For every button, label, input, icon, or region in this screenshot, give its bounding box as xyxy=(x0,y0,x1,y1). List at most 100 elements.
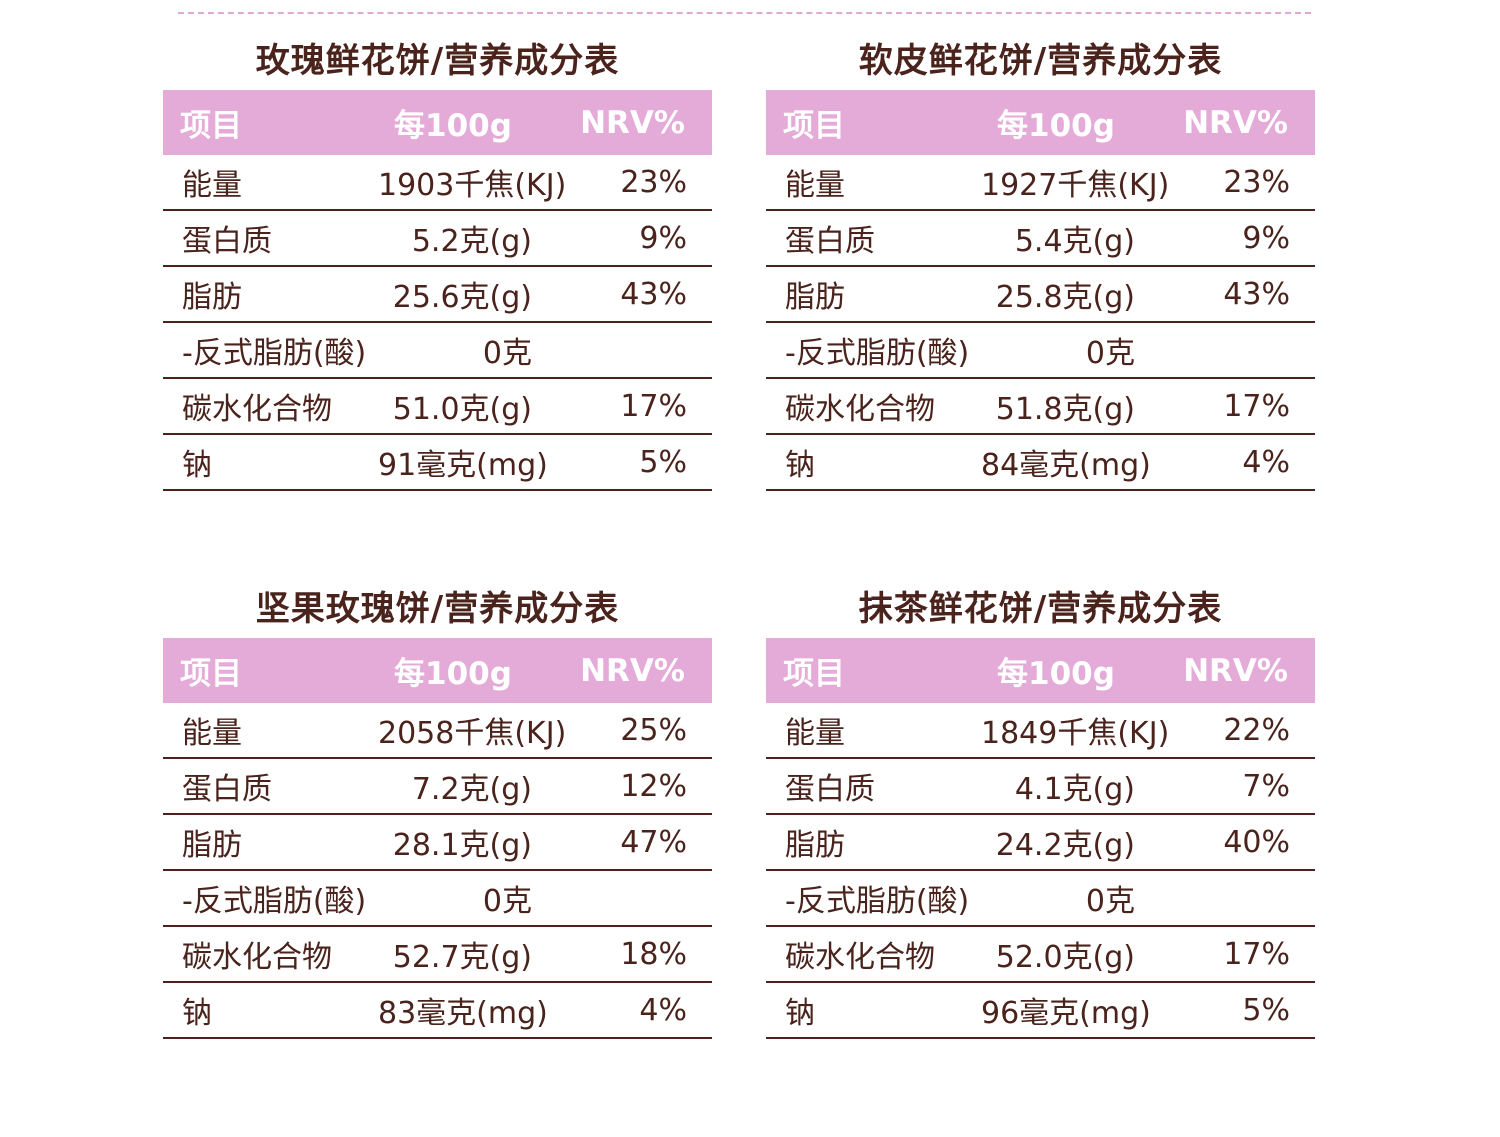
nutrient-value: 52.7克(g) xyxy=(392,940,532,975)
nutrient-value: 4.1克(g) xyxy=(1014,772,1135,807)
nutrient-nrv: 12% xyxy=(620,768,687,804)
nutrient-value: 2058千焦(KJ) xyxy=(378,716,567,751)
nutrient-nrv: 4% xyxy=(639,992,687,1028)
nutrient-value: 0克 xyxy=(482,336,532,371)
column-header-per100g: 每100g xyxy=(394,108,512,144)
column-header-per100g: 每100g xyxy=(997,656,1115,692)
table-row: 碳水化合物 51.0克(g) 17% xyxy=(163,379,712,435)
table-row: 钠 83毫克(mg) 4% xyxy=(163,983,712,1039)
table-row: 碳水化合物 51.8克(g) 17% xyxy=(766,379,1315,435)
nutrient-value: 91毫克(mg) xyxy=(378,448,548,483)
column-header-item: 项目 xyxy=(180,108,242,144)
nutrient-nrv: 9% xyxy=(639,220,687,256)
nutrient-value: 51.0克(g) xyxy=(392,392,532,427)
column-header-per100g: 每100g xyxy=(997,108,1115,144)
table-row: 能量 1849千焦(KJ) 22% xyxy=(766,703,1315,759)
nutrient-nrv: 25% xyxy=(620,712,687,748)
table-row: 蛋白质 5.2克(g) 9% xyxy=(163,211,712,267)
nutrient-name: 碳水化合物 xyxy=(182,940,332,975)
nutrient-value: 28.1克(g) xyxy=(392,828,532,863)
nutrient-nrv: 17% xyxy=(620,388,687,424)
nutrient-name: 能量 xyxy=(785,168,845,203)
table-row: 钠 91毫克(mg) 5% xyxy=(163,435,712,491)
nutrient-value: 0克 xyxy=(1085,336,1135,371)
column-header-per100g: 每100g xyxy=(394,656,512,692)
column-header-item: 项目 xyxy=(180,656,242,692)
nutrient-name: 蛋白质 xyxy=(785,772,875,807)
table-row: 脂肪 28.1克(g) 47% xyxy=(163,815,712,871)
table-header: 项目 每100g NRV% xyxy=(163,638,712,703)
table-row: 脂肪 25.6克(g) 43% xyxy=(163,267,712,323)
table-header: 项目 每100g NRV% xyxy=(766,638,1315,703)
nutrient-nrv: 5% xyxy=(1242,992,1290,1028)
nutrient-nrv: 43% xyxy=(1223,276,1290,312)
nutrient-name: 能量 xyxy=(182,716,242,751)
table-row: 脂肪 24.2克(g) 40% xyxy=(766,815,1315,871)
nutrient-name: 碳水化合物 xyxy=(785,392,935,427)
column-header-nrv: NRV% xyxy=(580,104,685,141)
nutrient-name: 钠 xyxy=(785,448,815,483)
table-title: 玫瑰鲜花饼/营养成分表 xyxy=(255,41,620,81)
nutrient-value: 25.8克(g) xyxy=(995,280,1135,315)
table-row: 蛋白质 7.2克(g) 12% xyxy=(163,759,712,815)
nutrient-name: -反式脂肪(酸) xyxy=(182,884,367,919)
nutrient-name: 蛋白质 xyxy=(785,224,875,259)
nutrient-value: 84毫克(mg) xyxy=(981,448,1151,483)
table-row: 能量 1903千焦(KJ) 23% xyxy=(163,155,712,211)
dashed-divider xyxy=(178,12,1311,14)
nutrient-value: 1927千焦(KJ) xyxy=(981,168,1170,203)
nutrient-value: 5.2克(g) xyxy=(411,224,532,259)
table-row: 能量 1927千焦(KJ) 23% xyxy=(766,155,1315,211)
table-header: 项目 每100g NRV% xyxy=(766,90,1315,155)
table-body: 能量 1849千焦(KJ) 22% 蛋白质 4.1克(g) 7% 脂肪 24.2… xyxy=(766,703,1315,1039)
nutrition-table-3: 坚果玫瑰饼/营养成分表 项目 每100g NRV% 能量 2058千焦(KJ) … xyxy=(163,580,712,1039)
nutrient-name: 蛋白质 xyxy=(182,224,272,259)
table-title: 抹茶鲜花饼/营养成分表 xyxy=(858,589,1223,629)
nutrient-nrv: 17% xyxy=(1223,936,1290,972)
table-row: 钠 84毫克(mg) 4% xyxy=(766,435,1315,491)
column-header-item: 项目 xyxy=(783,656,845,692)
table-title: 坚果玫瑰饼/营养成分表 xyxy=(255,589,620,629)
table-row: 碳水化合物 52.7克(g) 18% xyxy=(163,927,712,983)
nutrient-name: 钠 xyxy=(182,996,212,1031)
table-body: 能量 2058千焦(KJ) 25% 蛋白质 7.2克(g) 12% 脂肪 28.… xyxy=(163,703,712,1039)
nutrient-value: 1849千焦(KJ) xyxy=(981,716,1170,751)
nutrient-nrv: 17% xyxy=(1223,388,1290,424)
nutrient-value: 7.2克(g) xyxy=(411,772,532,807)
table-row: 蛋白质 4.1克(g) 7% xyxy=(766,759,1315,815)
table-body: 能量 1927千焦(KJ) 23% 蛋白质 5.4克(g) 9% 脂肪 25.8… xyxy=(766,155,1315,491)
table-row: -反式脂肪(酸) 0克 xyxy=(163,871,712,927)
column-header-item: 项目 xyxy=(783,108,845,144)
table-header: 项目 每100g NRV% xyxy=(163,90,712,155)
nutrient-value: 0克 xyxy=(482,884,532,919)
nutrient-nrv: 47% xyxy=(620,824,687,860)
nutrient-name: 蛋白质 xyxy=(182,772,272,807)
nutrition-table-2: 软皮鲜花饼/营养成分表 项目 每100g NRV% 能量 1927千焦(KJ) … xyxy=(766,32,1315,491)
nutrient-name: 钠 xyxy=(182,448,212,483)
nutrient-name: 能量 xyxy=(785,716,845,751)
table-row: 钠 96毫克(mg) 5% xyxy=(766,983,1315,1039)
nutrient-name: 脂肪 xyxy=(785,828,845,863)
nutrient-name: -反式脂肪(酸) xyxy=(785,884,970,919)
nutrient-value: 51.8克(g) xyxy=(995,392,1135,427)
table-title: 软皮鲜花饼/营养成分表 xyxy=(858,41,1223,81)
nutrient-value: 0克 xyxy=(1085,884,1135,919)
table-row: 能量 2058千焦(KJ) 25% xyxy=(163,703,712,759)
nutrient-name: 能量 xyxy=(182,168,242,203)
nutrient-name: 钠 xyxy=(785,996,815,1031)
nutrient-name: -反式脂肪(酸) xyxy=(182,336,367,371)
nutrient-value: 25.6克(g) xyxy=(392,280,532,315)
table-body: 能量 1903千焦(KJ) 23% 蛋白质 5.2克(g) 9% 脂肪 25.6… xyxy=(163,155,712,491)
nutrient-nrv: 43% xyxy=(620,276,687,312)
nutrient-name: 脂肪 xyxy=(785,280,845,315)
nutrient-name: 脂肪 xyxy=(182,828,242,863)
column-header-nrv: NRV% xyxy=(1183,652,1288,689)
table-row: -反式脂肪(酸) 0克 xyxy=(766,871,1315,927)
nutrient-nrv: 5% xyxy=(639,444,687,480)
nutrient-nrv: 40% xyxy=(1223,824,1290,860)
table-row: 脂肪 25.8克(g) 43% xyxy=(766,267,1315,323)
nutrient-nrv: 4% xyxy=(1242,444,1290,480)
column-header-nrv: NRV% xyxy=(1183,104,1288,141)
nutrient-value: 1903千焦(KJ) xyxy=(378,168,567,203)
column-header-nrv: NRV% xyxy=(580,652,685,689)
